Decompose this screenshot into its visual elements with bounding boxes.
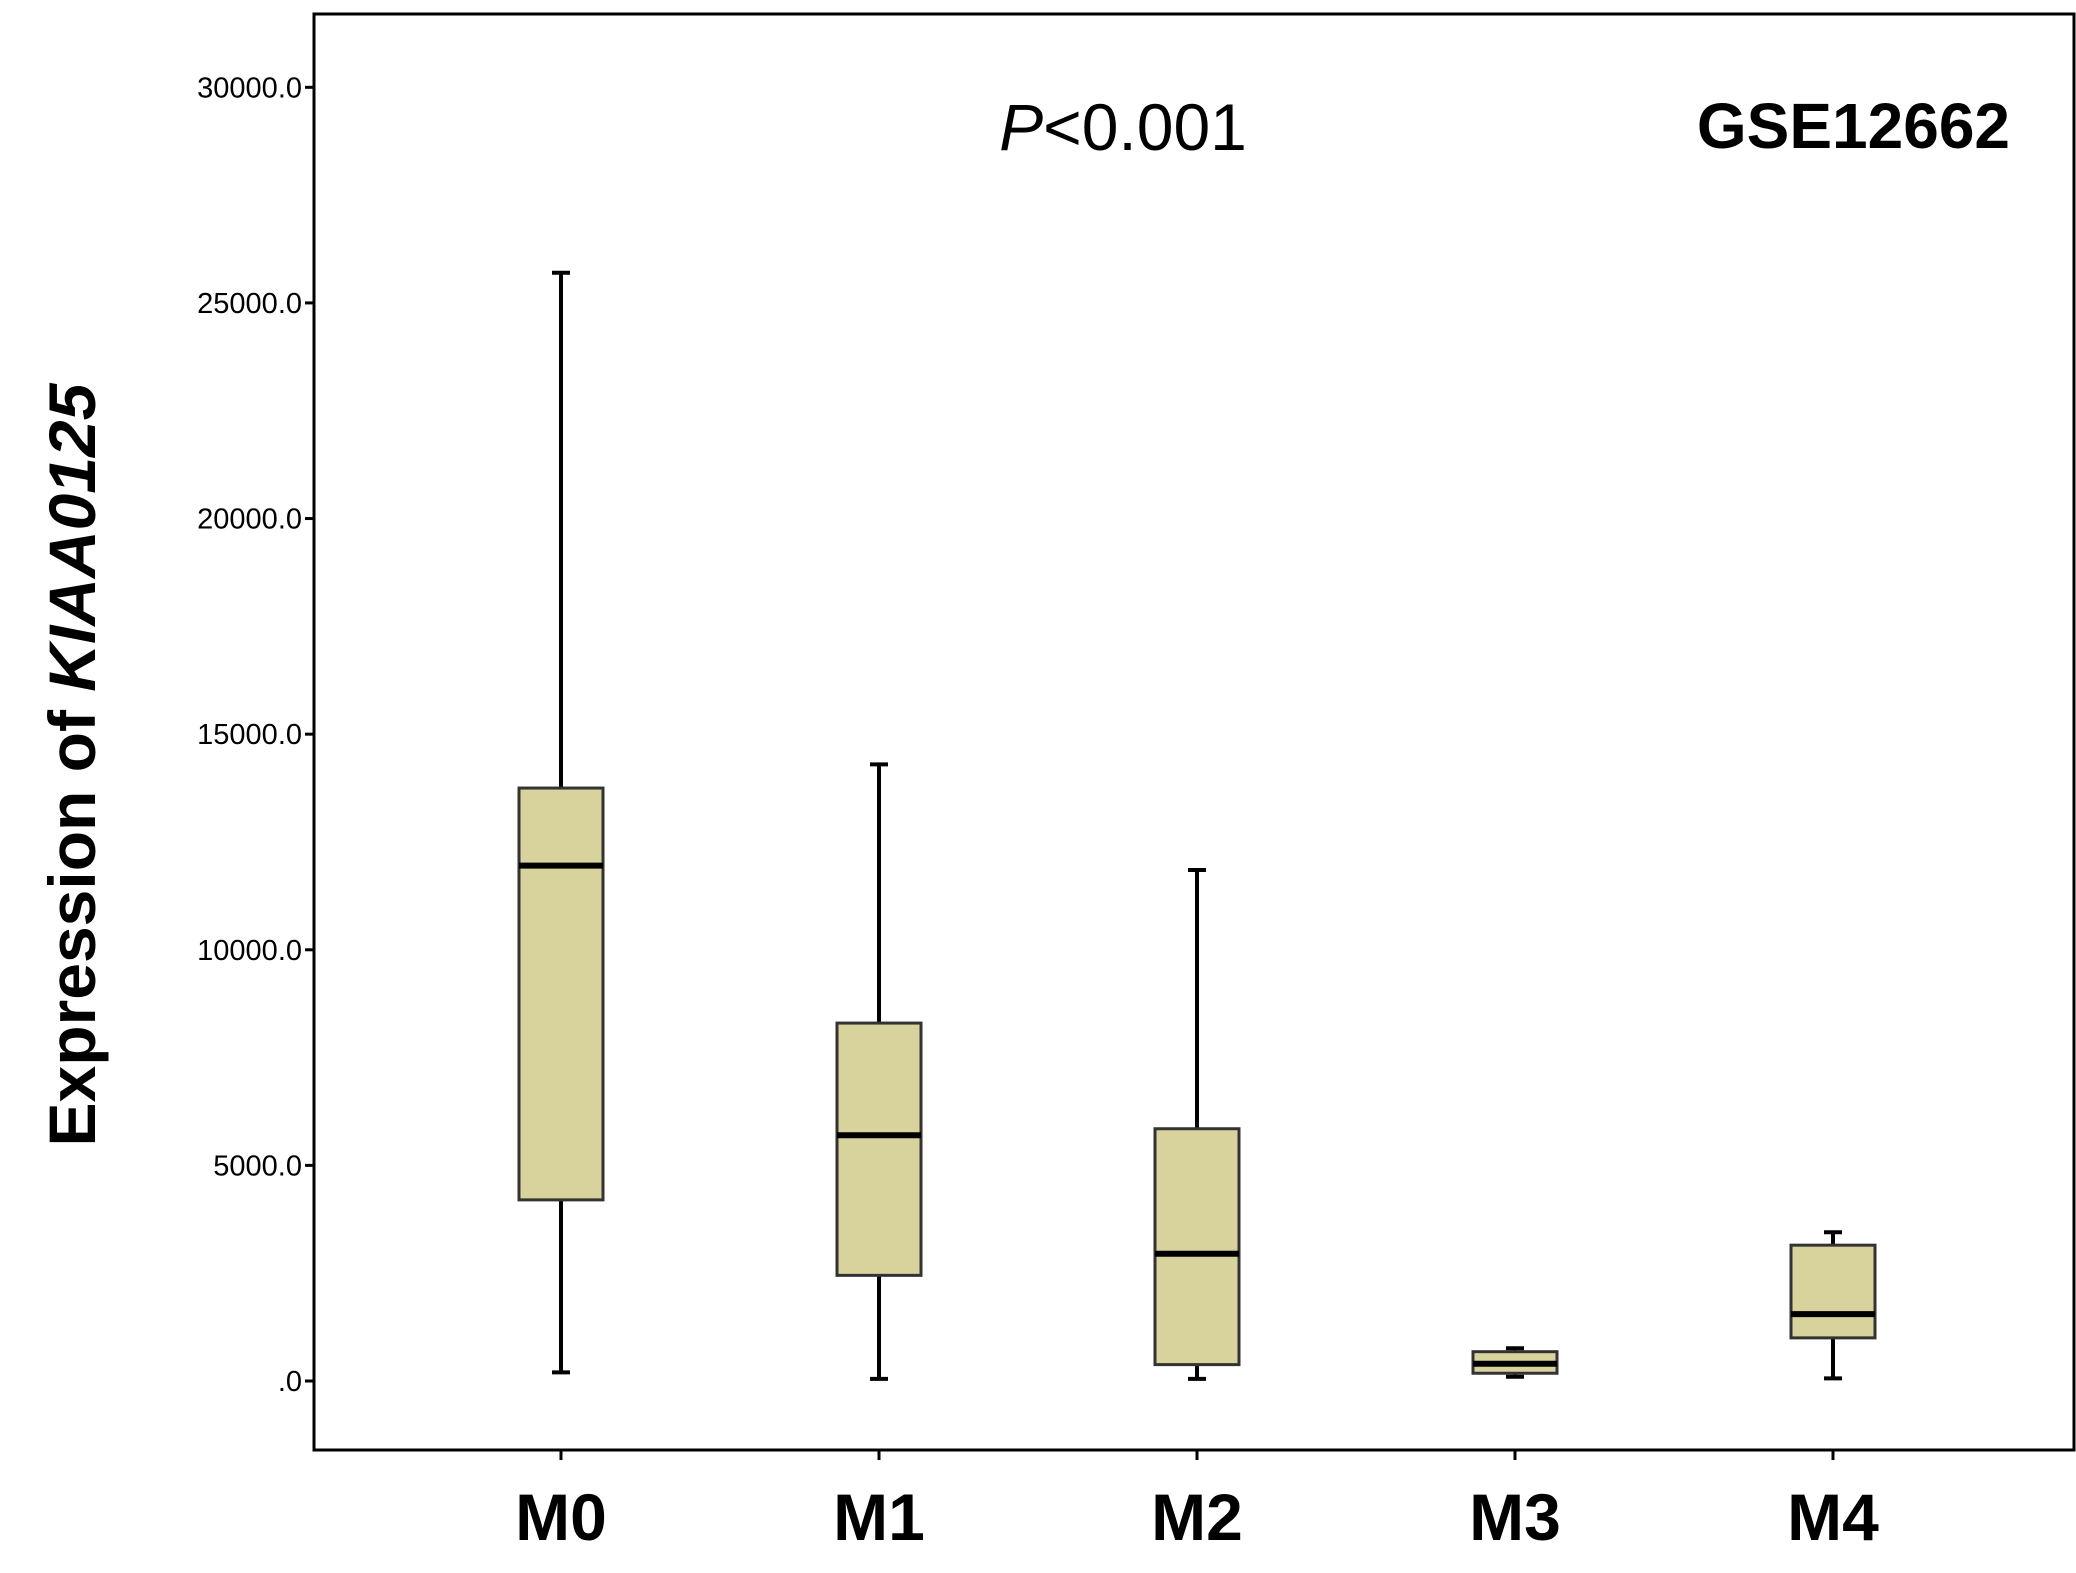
y-tick-label: 5000.0 <box>213 1150 302 1182</box>
box-m0 <box>517 270 605 1375</box>
y-tick-label: 25000.0 <box>197 288 302 320</box>
iqr-box <box>1153 1127 1241 1367</box>
dataset-label: GSE12662 <box>1697 90 2010 162</box>
p-value-text: <0.001 <box>1043 90 1247 164</box>
box-m1 <box>835 762 923 1381</box>
box-m3 <box>1471 1346 1559 1379</box>
plot-frame <box>312 12 2076 1452</box>
x-category-label: M0 <box>515 1480 607 1554</box>
y-axis: .0 5000.0 10000.0 15000.0 20000.0 25000.0 3000… <box>197 72 314 1398</box>
p-value-annotation: P<0.001 <box>999 90 1247 164</box>
p-value-symbol: P <box>999 90 1043 164</box>
y-tick-label: 10000.0 <box>197 935 302 967</box>
x-axis: M0 M1 M2 M3 M4 <box>515 1450 1879 1554</box>
box-m4 <box>1789 1230 1877 1381</box>
iqr-box <box>1789 1243 1877 1340</box>
box-m2 <box>1153 867 1241 1381</box>
y-tick-label: 30000.0 <box>197 72 302 104</box>
x-category-label: M1 <box>833 1480 925 1554</box>
y-tick-label: 15000.0 <box>197 719 302 751</box>
y-axis-title-prefix: Expression of <box>35 692 109 1147</box>
y-axis-title-gene: KIAA0125 <box>35 382 109 691</box>
x-category-label: M3 <box>1469 1480 1561 1554</box>
y-tick-label: .0 <box>278 1366 302 1398</box>
y-axis-title: Expression of KIAA0125 <box>35 382 109 1146</box>
boxes <box>517 270 1877 1381</box>
x-category-label: M2 <box>1151 1480 1243 1554</box>
iqr-box <box>517 786 605 1202</box>
iqr-box <box>835 1021 923 1277</box>
y-tick-label: 20000.0 <box>197 504 302 536</box>
x-category-label: M4 <box>1787 1480 1879 1554</box>
